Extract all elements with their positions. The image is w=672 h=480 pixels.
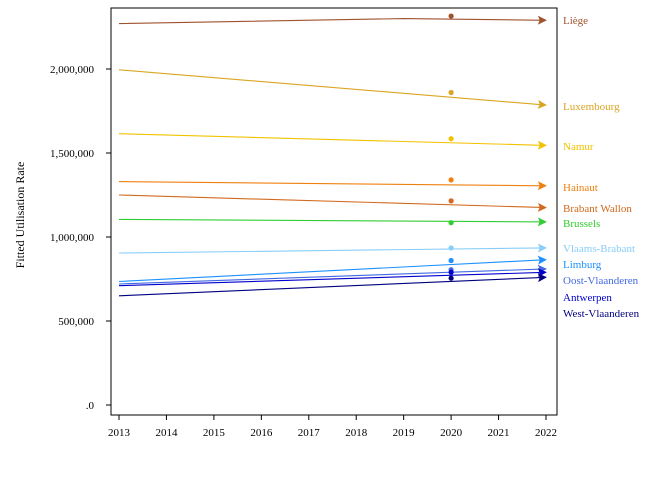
observed-point [448,136,454,142]
y-axis: .0 500,000 1,000,000 1,500,000 2,000,000 [50,64,111,412]
series-label: Liège [563,15,588,27]
x-tick-label: 2021 [488,427,510,439]
series-line [118,243,547,254]
observed-point [448,198,454,204]
x-tick-label: 2020 [440,427,463,439]
series-label: Oost-Vlaanderen [563,275,639,287]
y-tick-label: .0 [86,400,95,412]
y-tick-label: 1,000,000 [50,232,95,244]
observed-point [448,257,454,264]
y-tick-label: 2,000,000 [50,64,95,76]
x-tick-label: 2022 [535,427,557,439]
observed-point [448,89,454,96]
y-tick-label: 500,000 [58,316,94,328]
x-tick-label: 2014 [155,427,178,439]
series-line [118,217,547,227]
observed-point [448,177,454,183]
series-line [118,255,547,283]
series-label: West-Vlaanderen [563,308,640,320]
series-label: Vlaams-Brabant [563,243,635,255]
x-tick-label: 2015 [203,427,226,439]
series-label: Brabant Wallon [563,203,632,215]
series-line [118,268,547,287]
observed-point [448,269,454,275]
series-line [118,194,547,212]
series-line [118,181,547,191]
series-label: Limburg [563,259,602,271]
series-line [118,273,547,297]
observed-point [448,275,454,281]
series-label: Hainaut [563,182,598,194]
series-layer [118,13,547,297]
x-tick-label: 2017 [298,427,321,439]
series-line [118,133,547,150]
observed-point [448,245,454,251]
series-label: Brussels [563,218,600,230]
plot-frame [110,7,558,416]
observed-point [448,220,454,226]
x-tick-label: 2019 [393,427,416,439]
series-line [118,264,547,285]
x-tick-label: 2013 [108,427,131,439]
series-line [118,69,547,109]
series-label: Namur [563,141,594,153]
x-tick-label: 2016 [250,427,273,439]
observed-point [448,13,454,19]
series-labels: Liège Luxembourg Namur Hainaut Brabant Wallo… [563,15,640,320]
y-axis-title: Fitted Utilisation Rate [13,162,27,269]
x-tick-label: 2018 [345,427,368,439]
series-line [118,15,547,25]
x-axis: 2013 2014 2015 2016 2017 2018 2019 2020 2021 2022 [108,415,557,439]
series-label: Antwerpen [563,292,612,304]
y-tick-label: 1,500,000 [50,148,95,160]
series-label: Luxembourg [563,101,620,113]
